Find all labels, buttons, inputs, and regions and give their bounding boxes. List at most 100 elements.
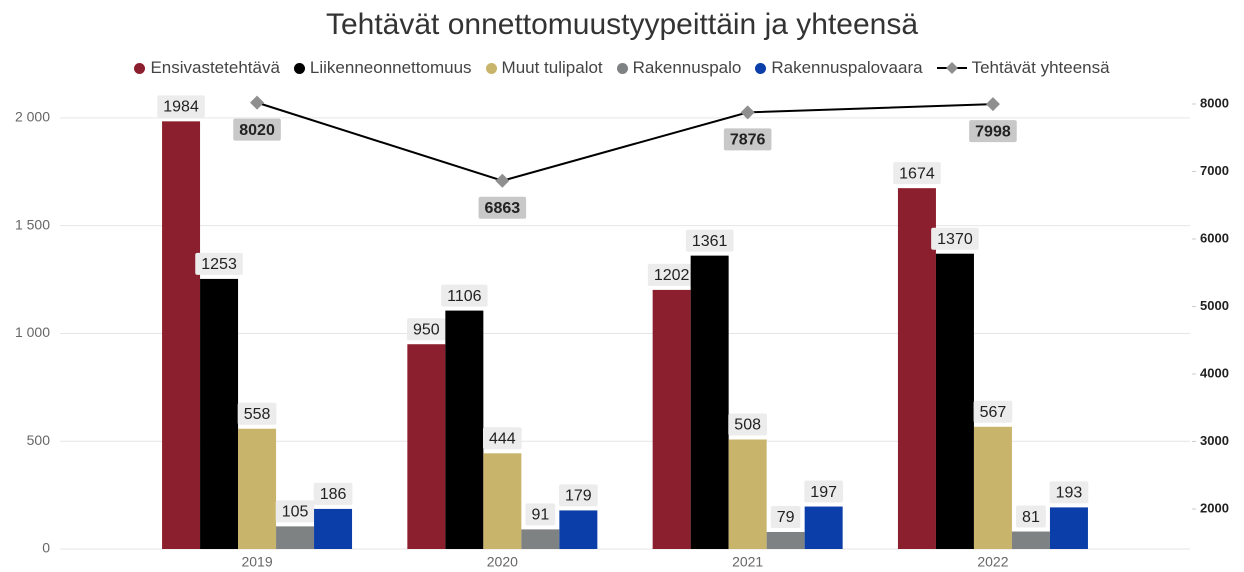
data-label: 8020: [239, 122, 275, 139]
data-label-group: 79: [770, 505, 801, 528]
data-label-group: 6863: [478, 196, 527, 219]
legend-label: Rakennuspalovaara: [771, 58, 923, 77]
data-label: 1370: [937, 231, 973, 248]
data-label-group: 1674: [893, 162, 941, 185]
legend-marker: [293, 62, 305, 74]
legend-item: Liikenneonnettomuus: [293, 58, 472, 78]
data-label-group: 444: [482, 427, 522, 450]
data-label-group: 1984: [157, 95, 205, 118]
line-marker: [985, 97, 1000, 112]
bar: [238, 428, 277, 549]
bar: [314, 508, 353, 549]
bar: [1049, 507, 1088, 549]
data-label: 193: [1056, 485, 1083, 502]
data-label-group: 193: [1049, 481, 1089, 504]
bar: [162, 121, 201, 549]
data-label-box: [233, 118, 281, 141]
data-label-group: 8020: [233, 118, 281, 141]
legend-label: Ensivastetehtävä: [150, 58, 280, 77]
data-label: 1984: [163, 99, 199, 116]
y2-tick-label: 8000: [1200, 95, 1229, 110]
data-label-box: [482, 427, 522, 450]
data-label-box: [804, 480, 844, 503]
data-label-group: 186: [313, 482, 353, 505]
legend-marker: [134, 62, 146, 74]
bar: [1011, 531, 1050, 549]
legend-diamond: [945, 62, 958, 74]
line: [256, 101, 993, 182]
line-marker: [740, 105, 755, 120]
data-label: 950: [413, 321, 440, 338]
legend-label: Muut tulipalot: [501, 58, 603, 77]
legend-label: Liikenneonnettomuus: [309, 58, 472, 77]
data-label: 1674: [899, 165, 935, 182]
data-label-group: 179: [558, 484, 598, 507]
bar: [897, 188, 936, 549]
bar: [652, 289, 691, 549]
data-label-box: [647, 263, 696, 286]
legend-label: Rakennuspalo: [632, 58, 742, 77]
bar: [521, 529, 560, 549]
data-label: 7998: [975, 123, 1011, 140]
bar: [407, 344, 446, 549]
x-tick-label: 2021: [732, 554, 763, 570]
data-label-box: [478, 196, 527, 219]
data-label-box: [558, 484, 598, 507]
data-label-group: 105: [275, 500, 315, 523]
data-label-group: 508: [728, 413, 768, 436]
bar: [559, 510, 598, 549]
data-label-box: [770, 505, 801, 528]
data-label: 1202: [654, 267, 690, 284]
data-label-group: 1253: [195, 252, 243, 275]
bar: [766, 531, 805, 549]
data-label-box: [969, 120, 1017, 143]
legend-marker: [936, 62, 967, 74]
y2-tick-label: 7000: [1200, 163, 1229, 178]
data-label-group: 950: [406, 318, 446, 341]
data-label-group: 81: [1016, 505, 1046, 528]
data-label: 444: [489, 431, 516, 448]
data-label: 79: [777, 509, 795, 526]
data-label-box: [157, 95, 205, 118]
x-tick-label: 2020: [487, 554, 518, 570]
data-label: 1106: [447, 288, 482, 305]
data-label-box: [195, 252, 243, 275]
legend-item: Muut tulipalot: [485, 58, 603, 78]
data-label-box: [685, 229, 734, 252]
data-label-box: [406, 318, 446, 341]
data-label: 508: [734, 417, 761, 434]
data-label: 179: [565, 488, 592, 505]
legend-label: Tehtävät yhteensä: [971, 58, 1110, 77]
data-label-box: [1016, 505, 1046, 528]
y-tick-label: 1 500: [15, 216, 50, 232]
bar: [973, 426, 1012, 549]
data-label: 6863: [485, 200, 521, 217]
bar: [445, 310, 484, 549]
y2-tick-label: 5000: [1200, 298, 1229, 313]
bar: [935, 253, 974, 549]
data-label-box: [728, 413, 768, 436]
data-label-box: [973, 400, 1013, 423]
y2-tick-label: 4000: [1200, 365, 1229, 380]
data-label-box: [525, 503, 556, 526]
legend-marker: [485, 62, 497, 74]
data-label: 567: [980, 404, 1007, 421]
y-tick-label: 500: [27, 432, 51, 448]
data-label-group: 567: [973, 400, 1013, 423]
data-label: 7876: [730, 132, 766, 149]
data-label-box: [441, 284, 488, 307]
y-tick-label: 1 000: [15, 324, 50, 340]
legend-item: Rakennuspalovaara: [755, 58, 923, 78]
data-label-group: 7998: [969, 120, 1017, 143]
data-label-group: 1202: [647, 263, 696, 286]
data-label: 91: [531, 507, 549, 524]
data-label-group: 558: [237, 402, 277, 425]
data-label: 81: [1022, 509, 1040, 526]
data-label-box: [723, 128, 772, 151]
line-marker: [250, 95, 265, 110]
data-label-box: [313, 482, 353, 505]
legend-marker: [616, 62, 628, 74]
bar: [728, 439, 767, 549]
